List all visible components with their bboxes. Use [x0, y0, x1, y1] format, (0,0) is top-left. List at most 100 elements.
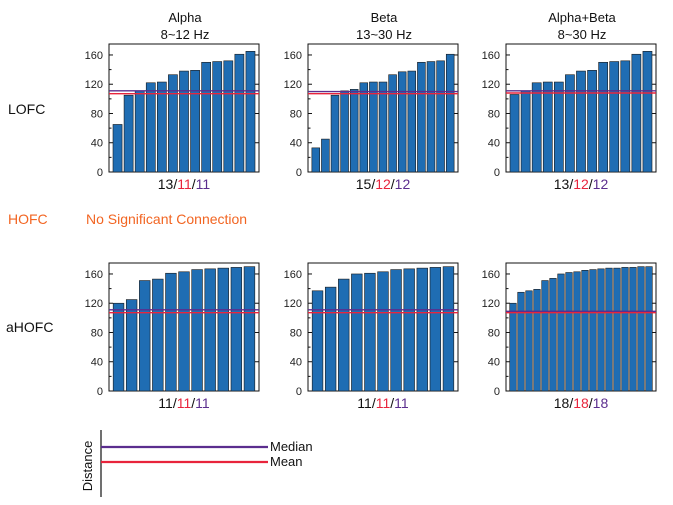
y-tick-label: 120 — [482, 298, 500, 310]
bar — [190, 70, 200, 173]
bar — [557, 273, 565, 392]
y-tick-label: 40 — [290, 138, 302, 150]
bar — [178, 271, 190, 392]
count-mean: 12 — [573, 176, 589, 192]
count-sep: / — [589, 395, 593, 411]
y-tick-label: 80 — [91, 327, 103, 339]
bar — [597, 268, 605, 392]
bar — [388, 74, 397, 173]
plot-frame — [505, 262, 657, 392]
bar — [509, 302, 517, 392]
bar — [642, 51, 653, 173]
bar — [542, 81, 553, 173]
y-tick-label: 0 — [494, 167, 500, 179]
legend-mean-label: Mean — [270, 454, 303, 469]
count-label: 11/11/11 — [158, 395, 210, 411]
bar — [581, 270, 589, 392]
y-tick-label: 0 — [296, 167, 302, 179]
row-label-lofc: LOFC — [8, 101, 45, 117]
y-tick-label: 0 — [296, 386, 302, 398]
bar — [613, 267, 621, 392]
bar — [605, 267, 613, 392]
bar — [324, 286, 337, 392]
bar — [230, 267, 243, 392]
y-tick-label: 120 — [85, 298, 103, 310]
count-mean: 11 — [376, 395, 391, 411]
count-label: 11/11/11 — [357, 395, 409, 411]
column-band-alpha: 8~12 Hz — [161, 27, 210, 42]
bar — [436, 60, 445, 173]
count-mean: 18 — [573, 395, 589, 411]
bar — [565, 272, 573, 392]
count-sep: / — [589, 176, 593, 192]
bar — [620, 60, 631, 173]
count-mean: 12 — [375, 176, 391, 192]
bar — [629, 267, 637, 392]
count-label: 13/12/12 — [554, 176, 609, 192]
column-band-beta: 13~30 Hz — [356, 27, 412, 42]
bar — [112, 124, 123, 173]
count-total: 13 — [158, 176, 174, 192]
bar — [445, 53, 455, 173]
y-tick-label: 120 — [284, 298, 302, 310]
y-tick-label: 160 — [482, 269, 500, 281]
bar — [397, 71, 407, 173]
count-total: 15 — [356, 176, 372, 192]
bar — [565, 74, 575, 173]
bar — [125, 299, 138, 392]
y-tick-label: 80 — [91, 108, 103, 120]
column-title-alpha-beta: Alpha+Beta — [548, 10, 616, 25]
bar — [204, 268, 216, 392]
bar — [191, 269, 203, 392]
legend-axis-title: Distance — [80, 441, 95, 492]
bar — [549, 278, 557, 392]
y-tick-label: 40 — [91, 138, 103, 150]
bar — [576, 70, 586, 173]
count-median: 12 — [593, 176, 609, 192]
bar — [378, 81, 388, 173]
count-median: 11 — [196, 176, 211, 192]
y-tick-label: 120 — [482, 79, 500, 91]
count-total: 11 — [357, 395, 372, 411]
column-title-beta: Beta — [371, 10, 399, 25]
bar — [531, 82, 542, 173]
count-sep: / — [191, 395, 195, 411]
bar — [349, 89, 359, 173]
bar — [243, 266, 256, 392]
row-label-ahofc: aHOFC — [6, 319, 53, 335]
bar — [553, 81, 564, 173]
bar — [442, 266, 455, 392]
bar — [533, 289, 541, 392]
legend: Distance Median Mean — [80, 430, 313, 497]
bar — [112, 302, 125, 392]
count-sep: / — [569, 395, 573, 411]
bar — [351, 273, 363, 392]
y-tick-label: 160 — [482, 50, 500, 62]
bar — [621, 267, 629, 392]
bar — [212, 61, 223, 173]
y-tick-label: 0 — [97, 386, 103, 398]
bar — [403, 268, 415, 392]
bar — [631, 53, 642, 173]
count-label: 15/12/12 — [356, 176, 411, 192]
count-total: 13 — [554, 176, 570, 192]
bar — [340, 90, 349, 173]
bar — [245, 51, 256, 173]
bar — [139, 280, 151, 392]
bar — [338, 278, 350, 392]
y-tick-label: 120 — [85, 79, 103, 91]
count-sep: / — [569, 176, 573, 192]
count-label: 18/18/18 — [554, 395, 609, 411]
bar — [609, 61, 620, 173]
count-label: 13/11/11 — [158, 176, 211, 192]
bar — [123, 94, 134, 173]
y-tick-label: 40 — [91, 357, 103, 369]
bar — [364, 272, 376, 392]
bar — [407, 70, 417, 173]
y-tick-label: 160 — [284, 50, 302, 62]
count-sep: / — [391, 176, 395, 192]
